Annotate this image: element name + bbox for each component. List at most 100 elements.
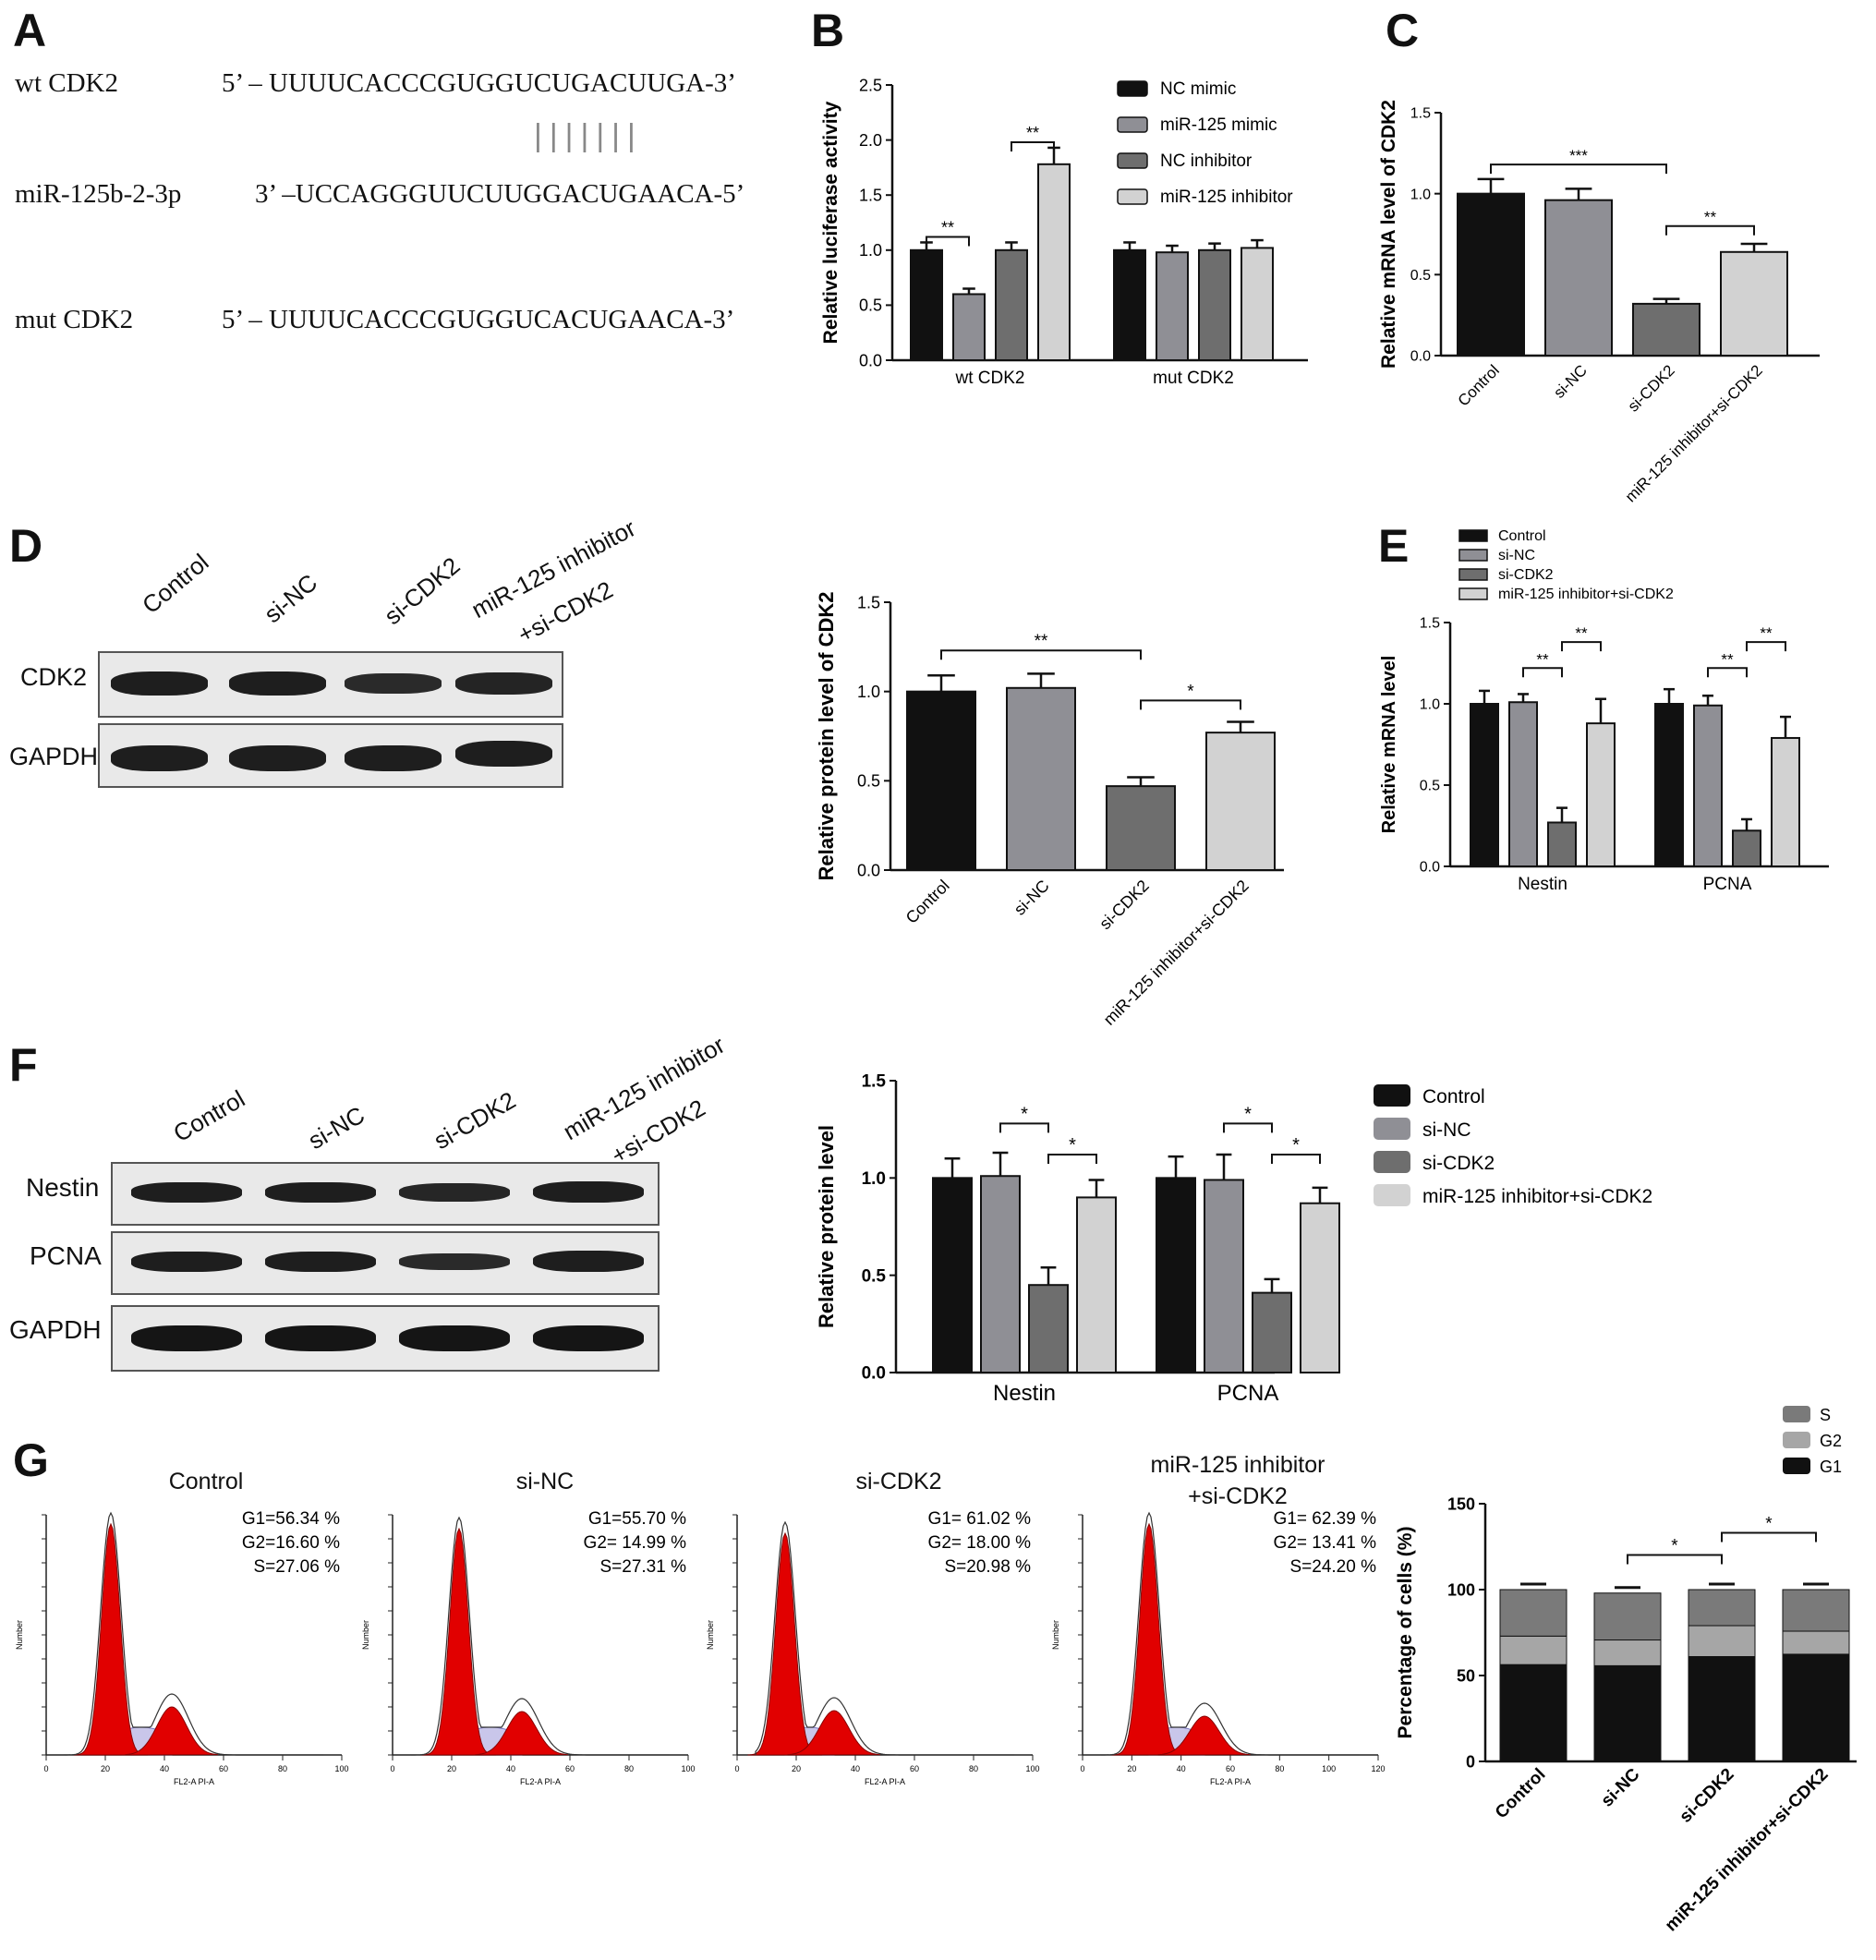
- y-tick-label: 1.0: [859, 241, 882, 260]
- legend-label: miR-125 inhibitor: [1160, 188, 1293, 207]
- band: [131, 1182, 242, 1203]
- x-tick-label: 60: [219, 1764, 228, 1773]
- flow-stat-label: G2= 18.00 %: [928, 1533, 1032, 1553]
- significance-label: *: [1765, 1515, 1773, 1534]
- blot-f-lane-si-cdk2: si-CDK2: [429, 1085, 521, 1155]
- x-tick-label: 80: [1275, 1764, 1284, 1773]
- band: [229, 745, 326, 771]
- x-tick-label: 40: [1177, 1764, 1186, 1773]
- x-tick-label: PCNA: [1703, 875, 1752, 894]
- flow-stat-label: G1=56.34 %: [242, 1509, 340, 1529]
- significance-bracket: [1490, 163, 1667, 175]
- blot-d-lane-control: Control: [137, 548, 214, 620]
- x-axis-title: FL2-A PI-A: [174, 1777, 214, 1786]
- y-tick-label: 0: [1466, 1752, 1475, 1771]
- band: [229, 671, 326, 696]
- legend-label: NC inhibitor: [1160, 151, 1253, 171]
- significance-label: **: [1704, 209, 1717, 226]
- flow-g1-peak: [73, 1522, 149, 1756]
- y-tick-label: 150: [1447, 1494, 1475, 1513]
- bar: [952, 293, 986, 362]
- legend-label: miR-125 mimic: [1160, 115, 1277, 135]
- y-axis-title: Number: [706, 1620, 715, 1650]
- x-tick-label: 20: [1127, 1764, 1136, 1773]
- flow-stat-label: G1= 62.39 %: [1274, 1509, 1377, 1529]
- mut-cdk2-name: mut CDK2: [15, 305, 134, 334]
- chart-c-cdk2-mrna: 0.0 0.5 1.0 1.5 Relative mRNA level of CDK2 C…: [1378, 100, 1820, 505]
- panel-label-c: C: [1386, 5, 1420, 56]
- y-tick-label: 0.5: [1410, 268, 1431, 284]
- flow-histogram-si-cdk2: 0 20 40 60 80 100 FL2-A PI-A Number G1= 61.02 % G…: [706, 1509, 1040, 1786]
- chart-b-luciferase: 0.0 0.5 1.0 1.5 2.0 2.5 Relative luciferase ac…: [820, 76, 1308, 388]
- flow-histogram-mir-si-cdk2: 0 20 40 60 80 100 120 FL2-A PI-A Number G1= 62.39…: [1051, 1509, 1386, 1786]
- mir-name: miR-125b-2-3p: [15, 179, 182, 209]
- bar: [1544, 199, 1613, 357]
- significance-label: **: [1760, 624, 1773, 642]
- bar: [1205, 732, 1276, 871]
- x-axis-title: FL2-A PI-A: [1210, 1777, 1251, 1786]
- y-tick-label: 0.5: [1420, 779, 1440, 794]
- flow-fit-curve: [755, 1520, 1014, 1756]
- y-tick-label: 0.0: [1410, 349, 1431, 365]
- significance-label: **: [1536, 650, 1549, 668]
- significance-bracket: [1665, 224, 1755, 236]
- x-tick-label: 40: [160, 1764, 169, 1773]
- legend-swatch: [1374, 1184, 1410, 1206]
- y-tick-label: 1.0: [862, 1169, 886, 1189]
- bar: [1028, 1284, 1069, 1373]
- flow-g1-peak: [421, 1527, 497, 1756]
- bar: [1508, 701, 1538, 867]
- legend-label: miR-125 inhibitor+si-CDK2: [1422, 1186, 1652, 1207]
- x-tick-label: mut CDK2: [1153, 369, 1234, 388]
- legend-swatch: [1374, 1118, 1410, 1140]
- bar: [1006, 686, 1076, 871]
- significance-bracket: [1271, 1154, 1321, 1165]
- stack-segment: [1688, 1625, 1756, 1658]
- x-tick-label: si-NC: [1550, 361, 1590, 401]
- bar: [1720, 250, 1788, 357]
- x-tick-label: si-CDK2: [1676, 1765, 1737, 1827]
- significance-label: *: [1671, 1537, 1678, 1556]
- flow-g2-peak: [475, 1711, 569, 1756]
- x-tick-label: 0: [1080, 1764, 1084, 1773]
- legend-label: NC mimic: [1160, 79, 1236, 99]
- legend-label: si-NC: [1498, 548, 1535, 563]
- legend-swatch: [1783, 1432, 1810, 1448]
- x-tick-label: si-NC: [1011, 877, 1053, 919]
- legend-swatch: [1458, 568, 1488, 581]
- legend-swatch: [1117, 152, 1148, 169]
- legend-label: S: [1820, 1406, 1831, 1424]
- y-tick-label: 1.5: [1420, 616, 1440, 632]
- x-tick-label: 20: [101, 1764, 110, 1773]
- legend-swatch: [1117, 116, 1148, 133]
- x-tick-label: 60: [565, 1764, 575, 1773]
- bar: [1198, 248, 1231, 361]
- stack-segment: [1593, 1664, 1662, 1762]
- flow-fit-curve: [410, 1516, 670, 1756]
- band: [455, 672, 552, 695]
- band: [399, 1183, 510, 1202]
- bar: [1470, 703, 1499, 867]
- flow-histogram-si-nc: 0 20 40 60 80 100 FL2-A PI-A Number G1=55.70 % G2…: [361, 1509, 696, 1786]
- bar: [910, 248, 943, 361]
- flow-stat-label: S=24.20 %: [1290, 1557, 1377, 1577]
- y-tick-label: 1.5: [857, 593, 880, 611]
- stack-segment: [1688, 1656, 1756, 1762]
- bar: [1300, 1202, 1340, 1373]
- band: [533, 1181, 644, 1203]
- legend-label: Control: [1498, 528, 1546, 544]
- blot-f-nestin-strip: [111, 1162, 660, 1226]
- x-tick-label: miR-125 inhibitor+si-CDK2: [1662, 1765, 1833, 1936]
- x-tick-label: 60: [910, 1764, 919, 1773]
- bar: [1732, 829, 1761, 867]
- blot-f-lane-si-nc: si-NC: [303, 1100, 369, 1155]
- band: [399, 1325, 510, 1351]
- x-tick-label: 0: [43, 1764, 48, 1773]
- bar: [1252, 1291, 1292, 1374]
- y-axis-title: Relative mRNA level: [1379, 656, 1399, 834]
- x-tick-label: Nestin: [993, 1381, 1056, 1406]
- y-tick-label: 2.0: [859, 131, 882, 150]
- bar: [1693, 704, 1723, 867]
- bar: [906, 690, 976, 871]
- significance-bracket: [1522, 667, 1563, 678]
